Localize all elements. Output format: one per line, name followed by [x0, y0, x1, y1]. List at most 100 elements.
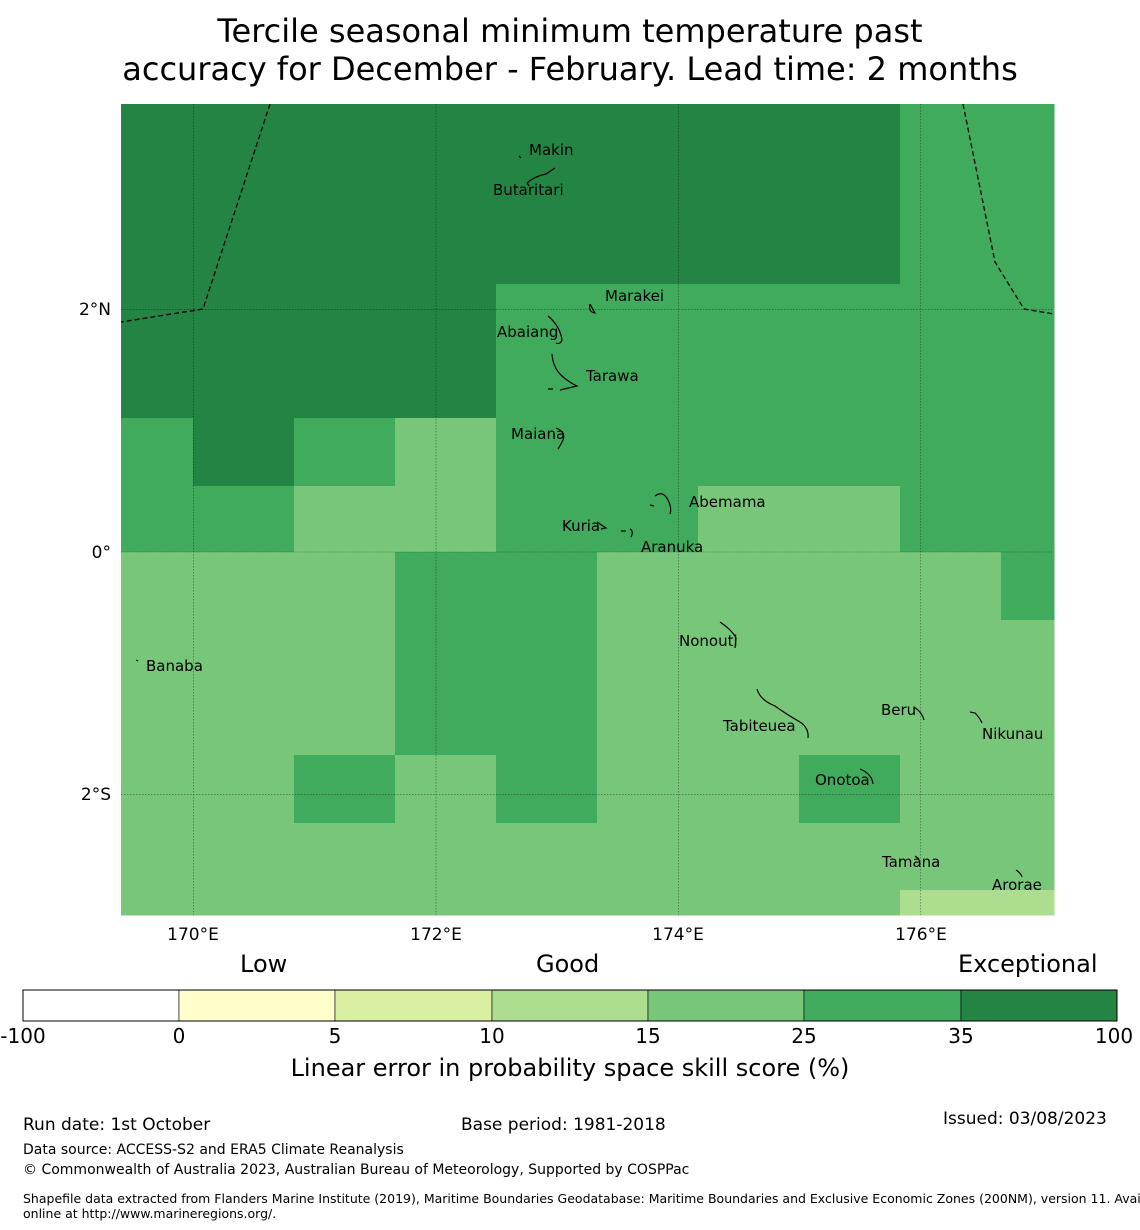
grid-cell-r1-c4 — [496, 216, 598, 285]
island-arorae-shape — [1015, 869, 1023, 878]
grid-cell-r5-c9 — [1001, 486, 1055, 553]
island-beru-shape — [913, 706, 925, 721]
place-label-nikunau: Nikunau — [982, 725, 1043, 743]
grid-cell-r3-c5 — [597, 351, 699, 419]
colorbar-tick-15: 15 — [635, 1024, 661, 1048]
grid-cell-r4-c7 — [799, 418, 901, 487]
colorbar — [22, 989, 1118, 1022]
grid-cell-r11-c6 — [698, 890, 800, 916]
grid-cell-r4-c1 — [193, 418, 295, 487]
grid-cell-r5-c4 — [496, 486, 598, 553]
lon-tick-172e: 172°E — [410, 925, 462, 945]
grid-cell-r11-c0 — [121, 890, 194, 916]
island-makin-shape — [518, 155, 522, 159]
grid-cell-r5-c8 — [900, 486, 1002, 553]
island-abemama-shape — [649, 493, 672, 515]
grid-cell-r0-c7 — [799, 104, 901, 217]
place-label-banaba: Banaba — [146, 657, 203, 675]
legend-category-good: Good — [536, 950, 600, 978]
grid-cell-r8-c5 — [597, 688, 699, 756]
grid-cell-r7-c9 — [1001, 620, 1055, 689]
grid-cell-r9-c7 — [799, 755, 901, 824]
grid-cell-r8-c6 — [698, 688, 800, 756]
grid-cell-r1-c6 — [698, 216, 800, 285]
grid-cell-r4-c8 — [900, 418, 1002, 487]
grid-cell-r5-c1 — [193, 486, 295, 553]
colorbar-label: Linear error in probability space skill … — [290, 1054, 850, 1082]
grid-cell-r4-c3 — [395, 418, 497, 487]
map-title-line-2: accuracy for December - February. Lead t… — [122, 50, 1018, 88]
grid-cell-r6-c9 — [1001, 552, 1055, 621]
island-butaritari-shape — [526, 167, 556, 187]
grid-cell-r8-c1 — [193, 688, 295, 756]
grid-cell-r1-c3 — [395, 216, 497, 285]
grid-cell-r4-c0 — [121, 418, 194, 487]
grid-cell-r8-c4 — [496, 688, 598, 756]
maritime-boundary-east — [962, 103, 1055, 315]
grid-cell-r1-c9 — [1001, 216, 1055, 285]
grid-cell-r11-c3 — [395, 890, 497, 916]
island-abaiang-shape — [547, 315, 563, 345]
island-tarawa-shape — [548, 353, 579, 391]
grid-cell-r6-c7 — [799, 552, 901, 621]
grid-cell-r2-c8 — [900, 284, 1002, 352]
island-nikunau-shape — [969, 711, 983, 724]
grid-cell-r3-c2 — [294, 351, 396, 419]
place-label-arorae: Arorae — [992, 876, 1042, 894]
lon-tick-176e: 176°E — [895, 925, 947, 945]
colorbar-segment-0 — [22, 989, 180, 1022]
place-label-onotoa: Onotoa — [815, 771, 870, 789]
grid-cell-r9-c3 — [395, 755, 497, 824]
maritime-boundary — [120, 103, 1055, 323]
grid-cell-r3-c9 — [1001, 351, 1055, 419]
lon-tick-174e: 174°E — [652, 925, 704, 945]
graticule — [121, 104, 1054, 915]
grid-cell-r6-c3 — [395, 552, 497, 621]
grid-cell-r0-c0 — [121, 104, 194, 217]
grid-cell-r2-c5 — [597, 284, 699, 352]
grid-cell-r1-c7 — [799, 216, 901, 285]
copyright: © Commonwealth of Australia 2023, Austra… — [23, 1162, 690, 1178]
grid-cell-r8-c7 — [799, 688, 901, 756]
grid-cell-r7-c3 — [395, 620, 497, 689]
grid-cell-r0-c3 — [395, 104, 497, 217]
grid-cell-r8-c0 — [121, 688, 194, 756]
grid-cell-r9-c2 — [294, 755, 396, 824]
place-label-makin: Makin — [529, 141, 574, 159]
grid-cell-r3-c3 — [395, 351, 497, 419]
grid-cell-r9-c6 — [698, 755, 800, 824]
grid-cell-r10-c3 — [395, 823, 497, 891]
island-maiana-shape — [555, 427, 565, 450]
grid-cell-r4-c6 — [698, 418, 800, 487]
grid-cell-r10-c6 — [698, 823, 800, 891]
grid-cell-r4-c2 — [294, 418, 396, 487]
grid-cell-r2-c4 — [496, 284, 598, 352]
grid-cell-r9-c5 — [597, 755, 699, 824]
grid-cell-r6-c5 — [597, 552, 699, 621]
grid-cell-r5-c5 — [597, 486, 699, 553]
grid-cell-r7-c7 — [799, 620, 901, 689]
lon-tick-170e: 170°E — [167, 925, 219, 945]
grid-cell-r0-c8 — [900, 104, 1002, 217]
lat-tick-0: 0° — [92, 543, 111, 563]
place-label-nonouti: Nonouti — [679, 632, 738, 650]
colorbar-segment-2 — [334, 989, 493, 1022]
grid-cell-r1-c5 — [597, 216, 699, 285]
island-tabiteuea-shape — [756, 688, 809, 739]
grid-cell-r3-c7 — [799, 351, 901, 419]
grid-cell-r6-c2 — [294, 552, 396, 621]
skill-grid — [121, 104, 1055, 916]
lat-tick-2s: 2°S — [81, 785, 111, 805]
grid-cell-r10-c1 — [193, 823, 295, 891]
grid-cell-r1-c1 — [193, 216, 295, 285]
grid-cell-r11-c4 — [496, 890, 598, 916]
grid-cell-r8-c8 — [900, 688, 1002, 756]
grid-cell-r10-c0 — [121, 823, 194, 891]
legend-category-low: Low — [240, 950, 288, 978]
grid-cell-r2-c0 — [121, 284, 194, 352]
island-marakei-shape — [588, 303, 597, 314]
grid-cell-r6-c4 — [496, 552, 598, 621]
map-plot: Makin Butaritari Marakei Abaiang Tarawa … — [79, 103, 1055, 945]
grid-cell-r3-c1 — [193, 351, 295, 419]
grid-cell-r9-c0 — [121, 755, 194, 824]
